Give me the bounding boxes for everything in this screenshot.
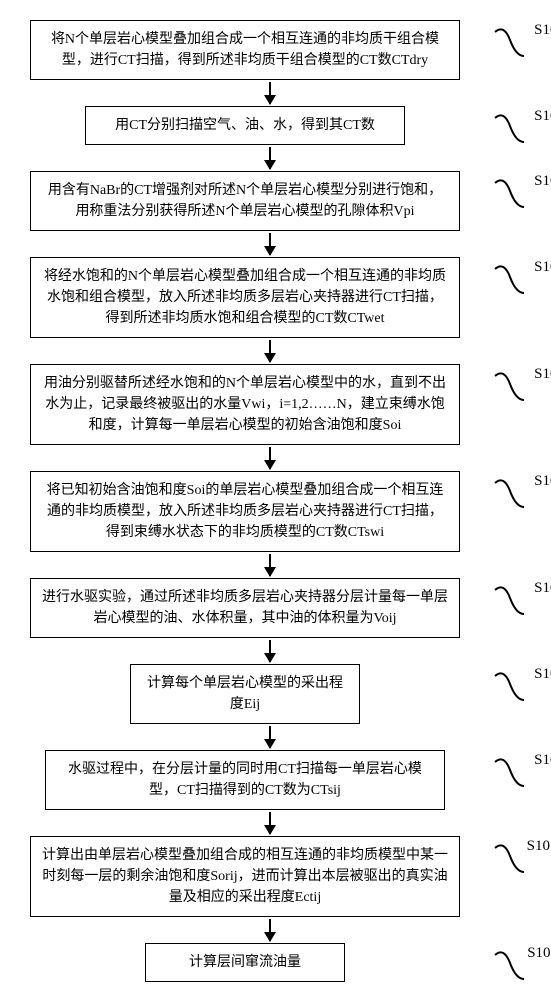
- step-box: 计算出由单层岩心模型叠加组合成的相互连通的非均质模型中某一时刻每一层的剩余油饱和…: [30, 836, 460, 917]
- step-connector-wave: [490, 263, 530, 303]
- arrow-down-icon: [269, 340, 271, 362]
- step-box: 进行水驱实验，通过所述非均质多层岩心夹持器分层计量每一单层岩心模型的油、水体积量…: [30, 578, 460, 638]
- step-label: S1010: [527, 838, 551, 855]
- step-box: 用油分别驱替所述经水饱和的N个单层岩心模型中的水，直到不出水为止，记录最终被驱出…: [30, 364, 460, 445]
- step-connector-wave: [490, 842, 530, 882]
- step-row: 用含有NaBr的CT增强剂对所述N个单层岩心模型分别进行饱和，用称重法分别获得所…: [20, 171, 520, 231]
- step-row: 用CT分别扫描空气、油、水，得到其CT数S102: [20, 106, 520, 145]
- arrow-down-icon: [269, 147, 271, 169]
- arrow-down-icon: [269, 554, 271, 576]
- step-row: 计算出由单层岩心模型叠加组合成的相互连通的非均质模型中某一时刻每一层的剩余油饱和…: [20, 836, 520, 917]
- step-row: 计算每个单层岩心模型的采出程度EijS108: [20, 664, 520, 724]
- arrow-down-icon: [269, 726, 271, 748]
- step-label: S103: [534, 173, 551, 190]
- step-connector-wave: [490, 370, 530, 410]
- step-connector-wave: [490, 177, 530, 217]
- arrow-down-icon: [269, 640, 271, 662]
- step-connector-wave: [490, 584, 530, 624]
- step-label: S106: [534, 473, 551, 490]
- arrow-down-icon: [269, 447, 271, 469]
- step-label: S107: [534, 580, 551, 597]
- step-row: 水驱过程中，在分层计量的同时用CT扫描每一单层岩心模型，CT扫描得到的CT数为C…: [20, 750, 520, 810]
- step-box: 用含有NaBr的CT增强剂对所述N个单层岩心模型分别进行饱和，用称重法分别获得所…: [30, 171, 460, 231]
- step-label: S105: [534, 366, 551, 383]
- step-box: 计算层间窜流油量: [145, 943, 345, 982]
- step-label: S101: [534, 22, 551, 39]
- step-connector-wave: [490, 112, 530, 152]
- step-label: S104: [534, 259, 551, 276]
- step-connector-wave: [490, 949, 530, 989]
- step-connector-wave: [490, 477, 530, 517]
- step-connector-wave: [490, 26, 530, 66]
- arrow-down-icon: [269, 82, 271, 104]
- step-row: 进行水驱实验，通过所述非均质多层岩心夹持器分层计量每一单层岩心模型的油、水体积量…: [20, 578, 520, 638]
- step-connector-wave: [490, 756, 530, 796]
- step-box: 将N个单层岩心模型叠加组合成一个相互连通的非均质干组合模型，进行CT扫描，得到所…: [30, 20, 460, 80]
- step-box: 水驱过程中，在分层计量的同时用CT扫描每一单层岩心模型，CT扫描得到的CT数为C…: [45, 750, 445, 810]
- step-label: S109: [534, 752, 551, 769]
- step-connector-wave: [490, 670, 530, 710]
- arrow-down-icon: [269, 919, 271, 941]
- arrow-down-icon: [269, 233, 271, 255]
- step-row: 计算层间窜流油量S1011: [20, 943, 520, 982]
- step-box: 用CT分别扫描空气、油、水，得到其CT数: [85, 106, 405, 145]
- step-row: 将已知初始含油饱和度Soi的单层岩心模型叠加组合成一个相互连通的非均质模型，放入…: [20, 471, 520, 552]
- step-label: S108: [534, 666, 551, 683]
- step-label: S1011: [527, 945, 551, 962]
- step-box: 将经水饱和的N个单层岩心模型叠加组合成一个相互连通的非均质水饱和组合模型，放入所…: [30, 257, 460, 338]
- flowchart: 将N个单层岩心模型叠加组合成一个相互连通的非均质干组合模型，进行CT扫描，得到所…: [20, 20, 520, 982]
- step-label: S102: [534, 108, 551, 125]
- step-box: 将已知初始含油饱和度Soi的单层岩心模型叠加组合成一个相互连通的非均质模型，放入…: [30, 471, 460, 552]
- arrow-down-icon: [269, 812, 271, 834]
- step-row: 将经水饱和的N个单层岩心模型叠加组合成一个相互连通的非均质水饱和组合模型，放入所…: [20, 257, 520, 338]
- step-row: 将N个单层岩心模型叠加组合成一个相互连通的非均质干组合模型，进行CT扫描，得到所…: [20, 20, 520, 80]
- step-row: 用油分别驱替所述经水饱和的N个单层岩心模型中的水，直到不出水为止，记录最终被驱出…: [20, 364, 520, 445]
- step-box: 计算每个单层岩心模型的采出程度Eij: [130, 664, 360, 724]
